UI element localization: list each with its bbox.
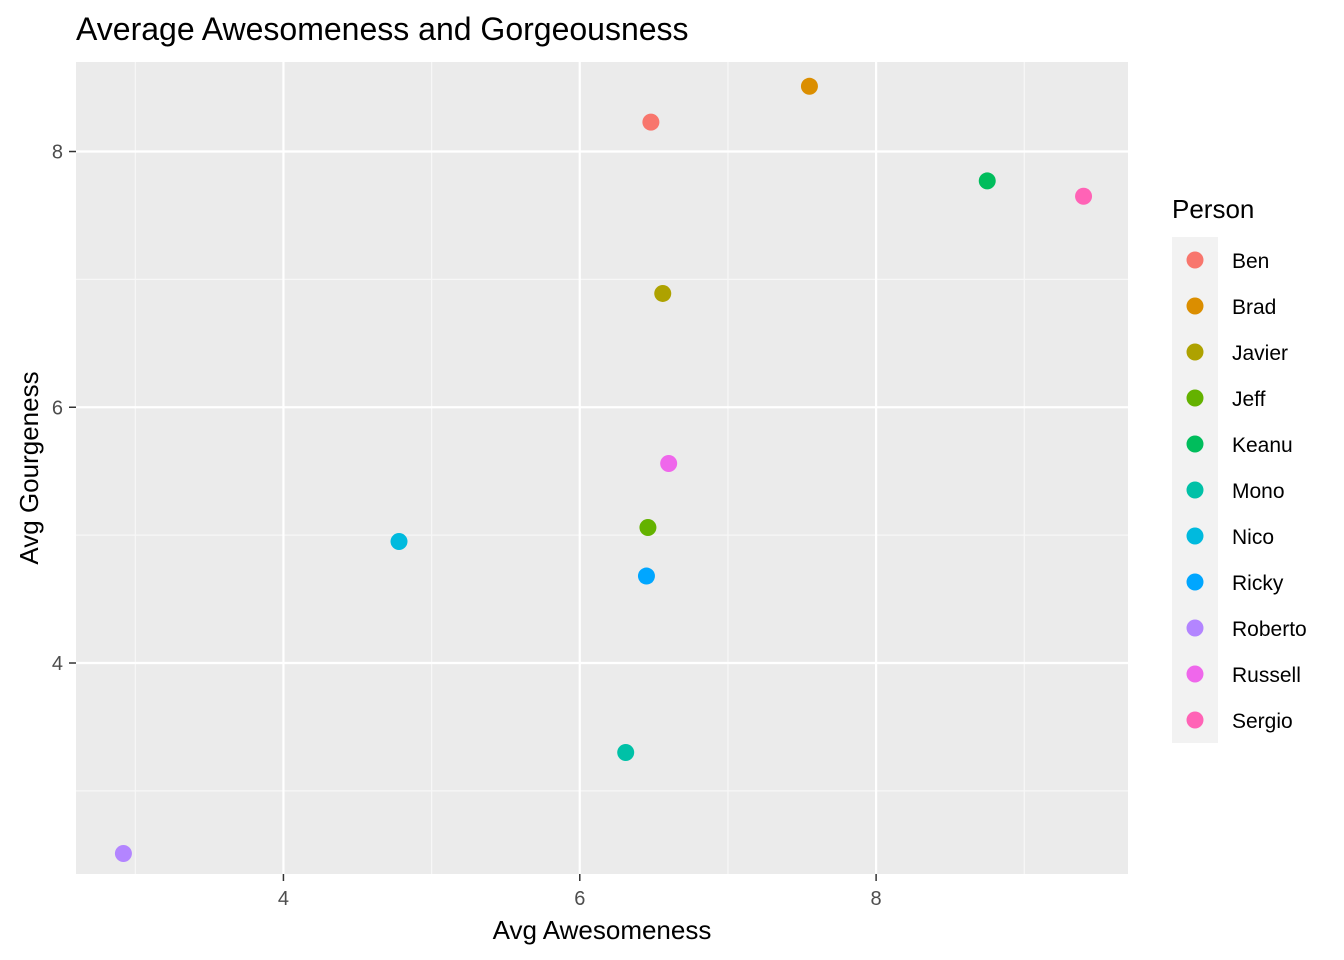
x-tick-label: 6	[574, 888, 585, 910]
point-russell	[660, 455, 678, 473]
point-jeff	[639, 518, 657, 536]
y-tick-label: 6	[52, 397, 63, 419]
x-axis-ticks: 4 6 8	[278, 874, 882, 910]
point-mono	[617, 744, 635, 762]
y-axis-ticks: 4 6 8	[52, 142, 76, 675]
x-tick-label: 4	[278, 888, 289, 910]
legend-key-ben	[1186, 251, 1204, 269]
legend-key-nico	[1186, 527, 1204, 545]
legend-label-ben: Ben	[1232, 250, 1269, 273]
point-keanu	[978, 172, 996, 190]
x-tick-label: 8	[871, 888, 882, 910]
minor-gridlines	[76, 62, 1128, 874]
point-ben	[642, 113, 660, 131]
data-points	[114, 77, 1093, 863]
major-gridlines	[76, 62, 1128, 874]
legend-key-jeff	[1186, 389, 1204, 407]
legend-key-russell	[1186, 665, 1204, 683]
y-tick-label: 4	[52, 653, 63, 675]
legend-key-sergio	[1186, 711, 1204, 729]
legend-label-mono: Mono	[1232, 480, 1285, 503]
y-tick-label: 8	[52, 142, 63, 164]
legend-label-javier: Javier	[1232, 342, 1288, 365]
x-axis-title: Avg Awesomeness	[493, 915, 712, 945]
point-sergio	[1075, 187, 1093, 205]
legend-label-nico: Nico	[1232, 526, 1274, 549]
legend-key-keanu	[1186, 435, 1204, 453]
y-axis-title: Avg Gourgeness	[14, 371, 44, 564]
point-roberto	[114, 845, 132, 863]
point-brad	[800, 77, 818, 95]
chart-title: Average Awesomeness and Gorgeousness	[76, 11, 689, 47]
legend-key-mono	[1186, 481, 1204, 499]
legend-title: Person	[1172, 194, 1254, 224]
legend-label-keanu: Keanu	[1232, 434, 1293, 457]
legend-label-sergio: Sergio	[1232, 710, 1293, 733]
legend-key-ricky	[1186, 573, 1204, 591]
point-ricky	[637, 567, 655, 585]
legend-label-ricky: Ricky	[1232, 572, 1284, 595]
legend-label-brad: Brad	[1232, 296, 1276, 319]
plot-panel	[76, 62, 1128, 874]
point-javier	[654, 284, 672, 302]
legend: Person Ben Brad Javier Jeff Keanu Mono Nico Ric…	[1172, 194, 1307, 743]
legend-key-roberto	[1186, 619, 1204, 637]
point-nico	[390, 533, 408, 551]
legend-key-javier	[1186, 343, 1204, 361]
legend-items: Ben Brad Javier Jeff Keanu Mono Nico Ricky Rober…	[1172, 237, 1307, 743]
legend-label-jeff: Jeff	[1232, 388, 1266, 411]
legend-label-russell: Russell	[1232, 664, 1301, 687]
legend-label-roberto: Roberto	[1232, 618, 1307, 641]
legend-key-brad	[1186, 297, 1204, 315]
